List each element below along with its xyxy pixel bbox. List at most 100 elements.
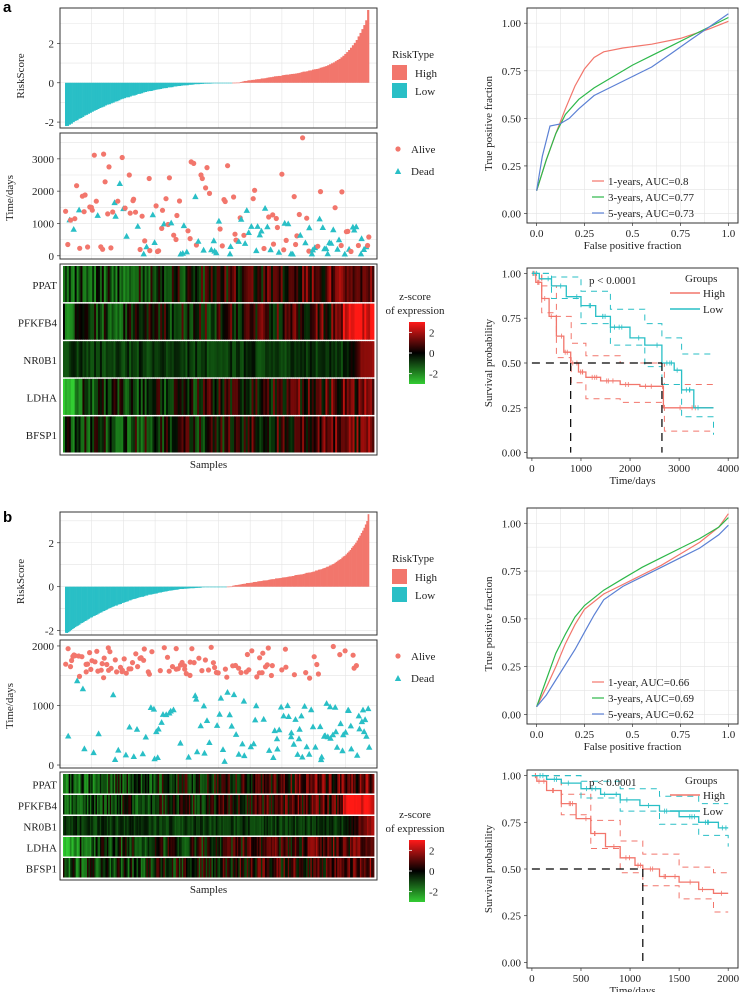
heatmap-cell [334,858,337,878]
heatmap-cell [366,795,369,815]
risk-bar [67,586,70,633]
risk-bar [261,580,263,587]
heatmap-cell [135,837,137,857]
heatmap-cell [119,378,122,415]
heatmap-cell [366,816,369,836]
heatmap-cell [365,837,368,857]
dead-point [360,728,368,735]
heatmap-cell [252,837,255,857]
heatmap-cell [354,816,357,836]
heatmap-cell [279,795,282,815]
heatmap-cell [82,858,85,878]
heatmap-cell [208,774,211,794]
heatmap-cell [235,341,239,378]
heatmap-cell [258,795,260,815]
heatmap-cell [189,303,192,340]
heatmap-cell [171,303,175,340]
heatmap-cell [325,837,328,857]
risk-bar [296,73,299,83]
heatmap-cell [340,816,342,836]
heatmap-cell [333,266,336,303]
heatmap-cell [290,795,293,815]
risk-bar [309,572,312,587]
risk-bar [286,577,288,587]
heatmap-cell [72,303,76,340]
heatmap-cell [113,795,116,815]
heatmap-cell [347,795,349,815]
heatmap-cell [299,816,301,836]
heatmap-cell [64,341,68,378]
risk-bar [66,586,69,633]
risk-bar [272,579,274,587]
legend-label: High [415,572,438,584]
dead-point [134,223,141,229]
dead-point [359,706,367,713]
risk-bar [198,82,201,85]
alive-point [307,675,313,681]
heatmap-cell [169,341,173,378]
heatmap-cell [123,266,126,303]
heatmap-cell [70,858,72,878]
alive-point [274,224,280,231]
dead-point [284,702,291,709]
legend-title: Groups [685,775,717,787]
risk-bar [164,586,167,592]
heatmap-cell [150,816,153,836]
heatmap-cell [149,858,152,878]
heatmap-cell [72,795,75,815]
dead-point [168,219,175,226]
heatmap-cell [371,837,373,857]
dead-point [70,226,77,232]
risk-bar [305,572,308,587]
heatmap-cell [215,795,218,815]
heatmap-cell [87,774,89,794]
x-tick-label: 0.5 [626,729,640,741]
heatmap-cell [140,858,143,878]
heatmap-cell [118,795,120,815]
dead-point [235,238,242,244]
heatmap-cell [218,816,221,836]
risk-bar [208,586,211,588]
heatmap-cell [298,341,301,378]
risk-bar [112,82,115,103]
heatmap-cell [366,341,369,378]
heatmap-cell [162,416,165,453]
risk-bar [327,65,330,83]
heatmap-cell [280,816,283,836]
heatmap-cell [270,416,274,453]
heatmap-cell [255,774,258,794]
dead-point [185,753,192,760]
heatmap-cell [317,303,320,340]
dead-point [200,246,207,253]
y-tick-label: 0.00 [502,448,522,460]
risk-bar [367,9,370,83]
dead-point [183,248,190,255]
heatmap-cell [347,837,349,857]
heatmap-cell [286,774,289,794]
dead-point [328,240,335,246]
alive-point [208,644,214,650]
heatmap-cell [294,266,297,303]
heatmap-cell [191,378,194,415]
heatmap-cell [195,266,198,303]
heatmap-cell [214,858,217,878]
heatmap-cell [128,858,130,878]
heatmap-cell [243,378,247,415]
risk-bar [146,586,149,596]
heatmap-cell [159,858,161,878]
heatmap-cell [310,816,313,836]
risk-bar [82,586,85,623]
heatmap-cell [304,795,307,815]
heatmap-cell [263,416,266,453]
heatmap-cell [276,795,279,815]
survival-curve [531,774,729,829]
risk-bar [78,82,81,119]
alive-point [159,225,165,231]
heatmap-cell [105,341,109,378]
heatmap-cell [296,816,299,836]
heatmap-cell [91,837,94,857]
heatmap-cell [305,416,309,453]
risk-bar [81,586,84,623]
heatmap-cell [84,303,87,340]
heatmap-cell [65,816,68,836]
